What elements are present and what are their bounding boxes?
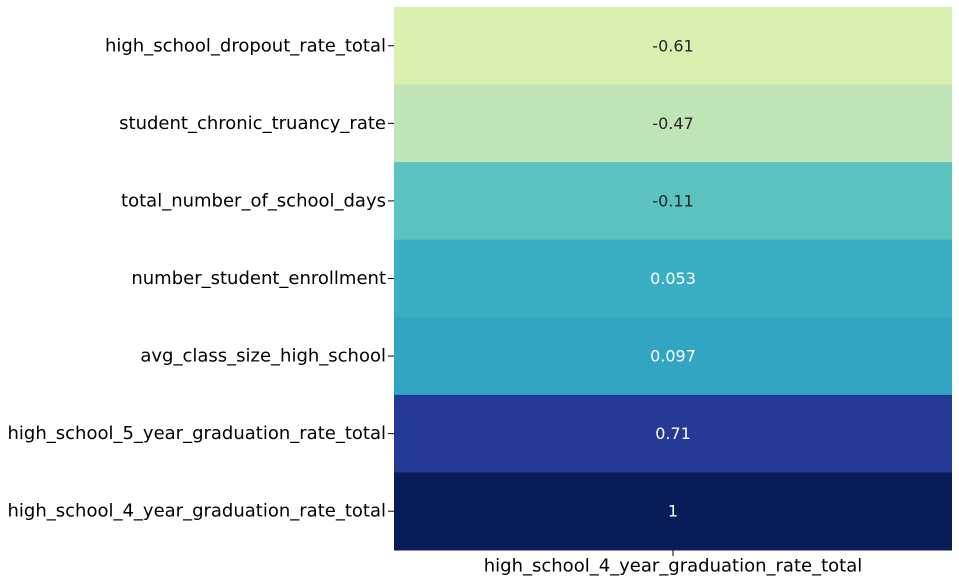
y-axis-labels: high_school_dropout_rate_total student_ch… — [8, 35, 394, 522]
heatmap-cell — [394, 317, 952, 396]
heatmap-cell — [394, 162, 952, 241]
cell-value-label: -0.47 — [652, 114, 693, 133]
y-tick-label: number_student_enrollment — [131, 268, 386, 289]
cell-value-label: 0.097 — [650, 347, 696, 366]
heatmap-cell — [394, 472, 952, 551]
cell-value-label: 0.053 — [650, 269, 696, 288]
x-tick-label: high_school_4_year_graduation_rate_total — [484, 556, 862, 577]
heatmap-cells: -0.61 -0.47 -0.11 0.053 0.097 0.71 1 — [394, 7, 952, 551]
heatmap-cell — [394, 394, 952, 473]
x-axis-labels: high_school_4_year_graduation_rate_total — [484, 550, 862, 577]
heatmap-cell — [394, 239, 952, 318]
y-tick-label: total_number_of_school_days — [121, 190, 386, 211]
y-tick-label: high_school_dropout_rate_total — [105, 35, 386, 56]
cell-value-label: -0.11 — [652, 191, 693, 210]
y-tick-label: high_school_5_year_graduation_rate_total — [8, 423, 386, 444]
heatmap-cell — [394, 7, 952, 86]
y-tick-label: student_chronic_truancy_rate — [119, 113, 386, 134]
heatmap-cell — [394, 84, 952, 163]
y-tick-label: high_school_4_year_graduation_rate_total — [8, 501, 386, 522]
y-tick-label: avg_class_size_high_school — [140, 346, 386, 367]
cell-value-label: -0.61 — [652, 36, 693, 55]
cell-value-label: 0.71 — [655, 424, 691, 443]
cell-value-label: 1 — [668, 502, 678, 521]
